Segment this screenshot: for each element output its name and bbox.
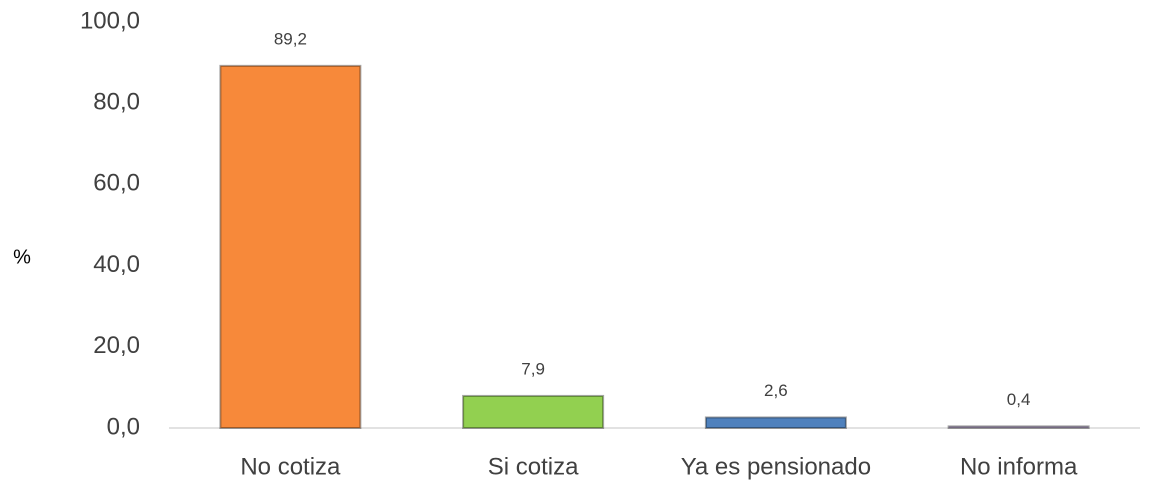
data-label: 89,2 (274, 29, 307, 48)
x-tick-label: Ya es pensionado (681, 453, 871, 480)
y-axis-label: % (13, 246, 31, 268)
x-tick-label: No informa (960, 453, 1078, 480)
data-label: 2,6 (764, 381, 788, 400)
bar (462, 394, 605, 429)
bar (704, 416, 847, 429)
data-label: 0,4 (1007, 390, 1031, 409)
y-tick-label: 60,0 (93, 170, 140, 197)
data-label: 7,9 (521, 359, 545, 378)
y-tick-label: 40,0 (93, 251, 140, 278)
y-tick-label: 100,0 (80, 7, 140, 34)
y-tick-label: 20,0 (93, 332, 140, 359)
y-tick-label: 80,0 (93, 89, 140, 116)
bar (947, 425, 1090, 430)
x-tick-label: Si cotiza (488, 453, 579, 480)
y-tick-label: 0,0 (107, 413, 140, 440)
x-tick-label: No cotiza (240, 453, 341, 480)
bar (219, 64, 362, 430)
